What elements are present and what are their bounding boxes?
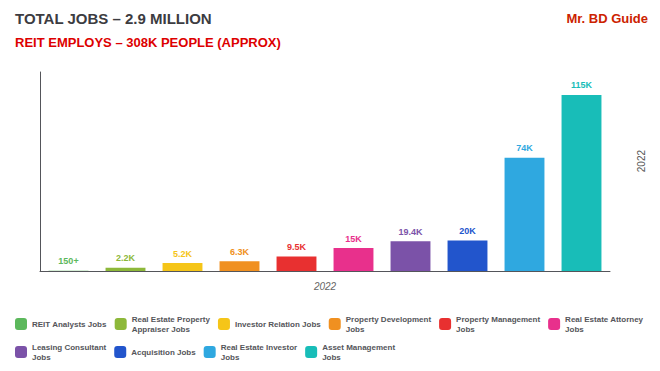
svg-text:115K: 115K (571, 80, 593, 90)
svg-text:Jobs: Jobs (456, 325, 475, 334)
svg-text:Real Estate Investor: Real Estate Investor (221, 343, 297, 352)
svg-text:2022: 2022 (313, 281, 337, 292)
svg-text:Jobs: Jobs (32, 353, 51, 362)
svg-text:20K: 20K (459, 226, 476, 236)
svg-text:Asset Management: Asset Management (322, 343, 395, 352)
svg-text:Jobs: Jobs (322, 353, 341, 362)
svg-text:5.2K: 5.2K (173, 249, 193, 259)
svg-text:Jobs: Jobs (346, 325, 365, 334)
svg-text:9.5K: 9.5K (287, 242, 307, 252)
svg-text:15K: 15K (345, 234, 362, 244)
svg-text:Real Estate Property: Real Estate Property (132, 315, 211, 324)
svg-text:Appraiser Jobs: Appraiser Jobs (132, 325, 191, 334)
svg-text:Investor Relation Jobs: Investor Relation Jobs (235, 320, 321, 329)
svg-text:150+: 150+ (58, 256, 78, 266)
svg-text:6.3K: 6.3K (230, 247, 250, 257)
svg-text:Mr. BD Guide: Mr. BD Guide (566, 11, 648, 26)
svg-text:Acquisition Jobs: Acquisition Jobs (131, 348, 196, 357)
svg-text:2.2K: 2.2K (116, 253, 136, 263)
svg-text:19.4K: 19.4K (398, 227, 423, 237)
svg-text:Property Development: Property Development (346, 315, 432, 324)
svg-text:Jobs: Jobs (565, 325, 584, 334)
svg-text:REIT Analysts Jobs: REIT Analysts Jobs (32, 320, 107, 329)
svg-text:REIT EMPLOYS – 308K PEOPLE (AP: REIT EMPLOYS – 308K PEOPLE (APPROX) (15, 35, 281, 50)
svg-text:2022: 2022 (636, 150, 647, 173)
svg-text:Property Management: Property Management (456, 315, 540, 324)
svg-text:Jobs: Jobs (221, 353, 240, 362)
svg-text:74K: 74K (516, 143, 533, 153)
svg-text:Leasing Consultant: Leasing Consultant (32, 343, 107, 352)
svg-text:Real Estate Attorney: Real Estate Attorney (565, 315, 644, 324)
svg-text:TOTAL JOBS – 2.9 MILLION: TOTAL JOBS – 2.9 MILLION (15, 10, 212, 27)
